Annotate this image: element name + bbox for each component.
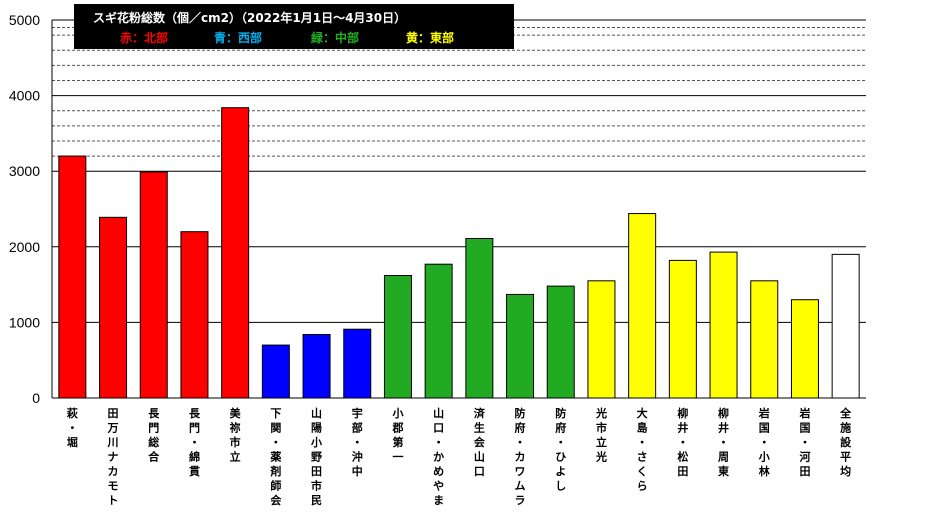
x-category-label: 防府・カワムラ [515, 406, 526, 507]
chart-title: スギ花粉総数（個／cm2）（2022年1月1日～4月30日） [93, 10, 406, 25]
legend-item: 緑：中部 [311, 30, 359, 45]
x-category-label: 柳井・周東 [718, 406, 730, 478]
bar [465, 237, 494, 399]
x-category-label: 柳井・松田 [677, 406, 688, 478]
x-category-label: 山陽小野田市民 [310, 406, 322, 507]
x-category-label: 小郡第一 [391, 406, 403, 464]
x-category-label: 済生会山口 [474, 406, 486, 478]
axes [51, 20, 866, 399]
bar [424, 263, 453, 399]
x-category-label: 田万川ナカモト [107, 407, 119, 507]
bar [58, 155, 87, 399]
y-tick-label: 1000 [9, 314, 40, 330]
x-category-label: 宇部・沖中 [352, 406, 363, 478]
y-tick-label: 0 [32, 390, 40, 406]
bar [99, 216, 128, 399]
legend-item: 青：西部 [214, 30, 262, 45]
bar [180, 231, 209, 399]
x-category-label: 光市立光 [595, 406, 607, 464]
y-tick-label: 2000 [9, 239, 40, 255]
bar [139, 171, 168, 399]
y-tick-label: 5000 [9, 12, 40, 28]
bar [668, 259, 697, 399]
bar [790, 299, 819, 399]
bar [831, 253, 860, 399]
bar [750, 280, 779, 399]
x-category-label: 長門総合 [148, 407, 160, 464]
y-tick-label: 4000 [9, 88, 40, 104]
bar [506, 293, 535, 399]
y-tick-labels: 0 1000 2000 3000 4000 5000 [9, 12, 40, 406]
legend-item: 赤：北部 [120, 30, 168, 45]
x-category-label: 長門・綿貫 [189, 407, 201, 478]
x-category-labels: 萩・堀 田万川ナカモト 長門総合 長門・綿貫 美祢市立 下関・薬剤師会 山陽小野田市民 宇部・… [66, 406, 852, 507]
gridlines [52, 19, 866, 323]
x-category-label: 防府・ひよし [555, 406, 566, 493]
bar [302, 333, 331, 399]
bar [587, 280, 616, 399]
x-category-label: 萩・堀 [66, 406, 78, 449]
bar [261, 344, 290, 399]
x-category-label: 大島・さくら [637, 406, 648, 493]
x-category-label: 岩国・小林 [758, 406, 770, 478]
bar [221, 107, 250, 399]
title-box-background [74, 4, 514, 49]
bar [628, 213, 657, 399]
x-category-label: 山口・かめやま [433, 406, 444, 507]
bars [58, 107, 860, 399]
y-tick-label: 3000 [9, 163, 40, 179]
x-category-label: 岩国・河田 [798, 406, 810, 478]
bar [383, 275, 412, 399]
legend: 赤：北部 青：西部 緑：中部 黄：東部 [120, 30, 454, 45]
x-category-label: 下関・薬剤師会 [269, 407, 282, 507]
title-box: スギ花粉総数（個／cm2）（2022年1月1日～4月30日） 赤：北部 青：西部 緑… [74, 4, 514, 49]
bar [709, 251, 738, 399]
bar [546, 285, 575, 399]
legend-item: 黄：東部 [406, 30, 454, 45]
x-category-label: 美祢市立 [230, 406, 242, 464]
x-category-label: 全施設平均 [839, 406, 852, 478]
bar [343, 328, 372, 399]
